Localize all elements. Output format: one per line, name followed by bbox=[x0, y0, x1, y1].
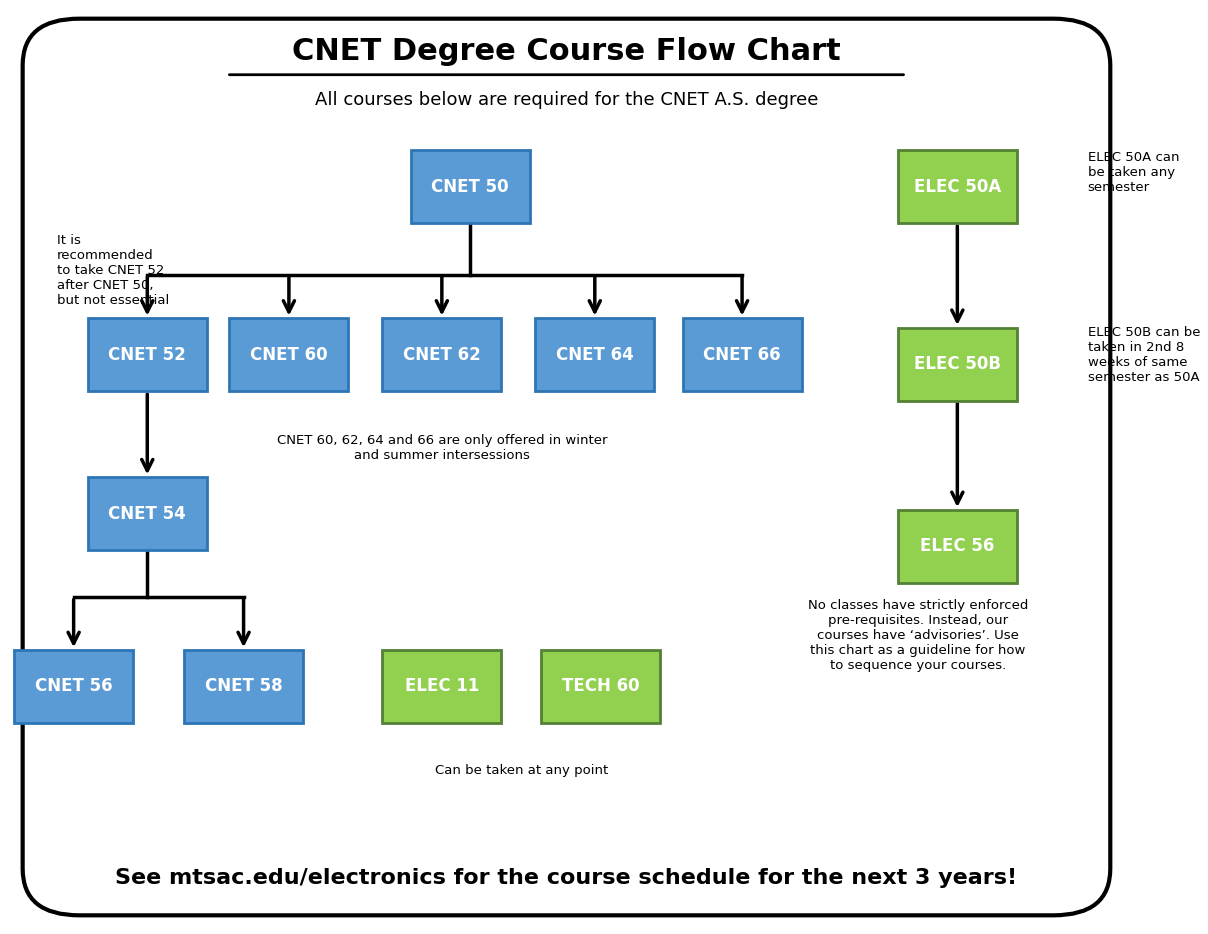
FancyBboxPatch shape bbox=[535, 318, 655, 391]
FancyBboxPatch shape bbox=[898, 328, 1017, 401]
Text: CNET 60: CNET 60 bbox=[250, 346, 327, 364]
FancyBboxPatch shape bbox=[411, 150, 529, 223]
FancyBboxPatch shape bbox=[184, 650, 303, 723]
Text: ELEC 50A can
be taken any
semester: ELEC 50A can be taken any semester bbox=[1087, 151, 1179, 194]
FancyBboxPatch shape bbox=[88, 477, 207, 550]
FancyBboxPatch shape bbox=[541, 650, 660, 723]
Text: ELEC 50B can be
taken in 2nd 8
weeks of same
semester as 50A: ELEC 50B can be taken in 2nd 8 weeks of … bbox=[1087, 326, 1200, 384]
Text: CNET 60, 62, 64 and 66 are only offered in winter
and summer intersessions: CNET 60, 62, 64 and 66 are only offered … bbox=[277, 434, 608, 462]
Text: CNET 64: CNET 64 bbox=[556, 346, 634, 364]
FancyBboxPatch shape bbox=[898, 150, 1017, 223]
Text: CNET 54: CNET 54 bbox=[109, 504, 186, 523]
FancyBboxPatch shape bbox=[88, 318, 207, 391]
Text: ELEC 56: ELEC 56 bbox=[920, 537, 994, 556]
FancyBboxPatch shape bbox=[14, 650, 133, 723]
Text: TECH 60: TECH 60 bbox=[562, 677, 639, 696]
FancyBboxPatch shape bbox=[898, 510, 1017, 583]
FancyBboxPatch shape bbox=[230, 318, 348, 391]
Text: ELEC 11: ELEC 11 bbox=[405, 677, 480, 696]
FancyBboxPatch shape bbox=[23, 19, 1110, 915]
Text: See mtsac.edu/electronics for the course schedule for the next 3 years!: See mtsac.edu/electronics for the course… bbox=[116, 868, 1017, 888]
Text: All courses below are required for the CNET A.S. degree: All courses below are required for the C… bbox=[315, 91, 818, 109]
Text: It is
recommended
to take CNET 52
after CNET 50,
but not essential: It is recommended to take CNET 52 after … bbox=[57, 234, 169, 307]
Text: CNET 62: CNET 62 bbox=[403, 346, 481, 364]
Text: CNET 56: CNET 56 bbox=[35, 677, 112, 696]
Text: CNET 66: CNET 66 bbox=[703, 346, 780, 364]
Text: Can be taken at any point: Can be taken at any point bbox=[435, 764, 608, 777]
Text: CNET 50: CNET 50 bbox=[431, 177, 509, 196]
Text: CNET Degree Course Flow Chart: CNET Degree Course Flow Chart bbox=[292, 36, 841, 66]
Text: CNET 58: CNET 58 bbox=[205, 677, 283, 696]
Text: ELEC 50A: ELEC 50A bbox=[913, 177, 1001, 196]
Text: No classes have strictly enforced
pre-requisites. Instead, our
courses have ‘adv: No classes have strictly enforced pre-re… bbox=[807, 599, 1028, 672]
Text: CNET 52: CNET 52 bbox=[109, 346, 186, 364]
Text: ELEC 50B: ELEC 50B bbox=[913, 355, 1001, 374]
FancyBboxPatch shape bbox=[383, 650, 501, 723]
FancyBboxPatch shape bbox=[683, 318, 802, 391]
FancyBboxPatch shape bbox=[383, 318, 501, 391]
